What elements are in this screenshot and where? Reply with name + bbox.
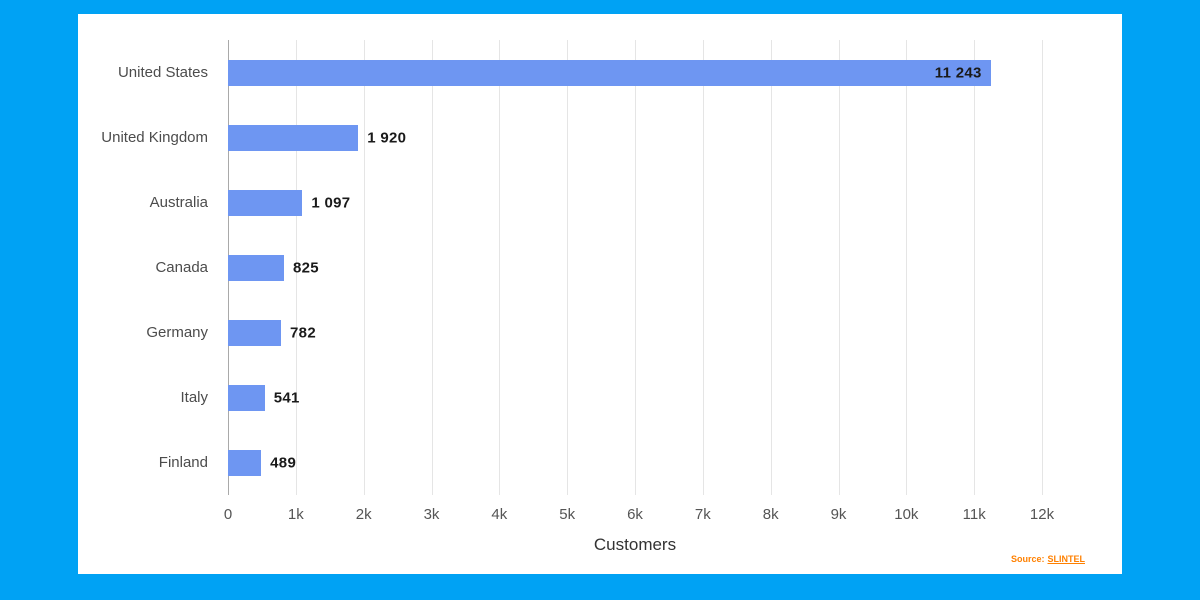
category-label: Germany <box>146 324 208 341</box>
x-tick-label: 4k <box>491 506 508 523</box>
x-axis-ticks: 0 1k 2k 3k 4k 5k 6k 7k 8k 9k 10k 11k 12k <box>224 495 1054 531</box>
bar <box>228 449 262 476</box>
bar <box>228 124 359 151</box>
gridline <box>431 40 433 495</box>
x-tick-label: 7k <box>694 506 711 523</box>
gridline <box>770 40 772 495</box>
bar-row: 782 <box>228 300 1042 365</box>
chart-card: United States United Kingdom Australia Cana… <box>78 14 1122 574</box>
bar-value-label: 1 920 <box>367 129 407 146</box>
plot-area: 11 243 1 920 1 097 825 782 541 489 <box>228 40 1043 495</box>
bar <box>228 59 991 86</box>
axis-spacer-1 <box>78 495 228 531</box>
bar-row: 1 920 <box>228 105 1042 170</box>
x-tick-label: 3k <box>423 506 440 523</box>
category-label: United Kingdom <box>101 129 208 146</box>
x-tick-label: 12k <box>1029 506 1055 523</box>
gridline <box>702 40 704 495</box>
category-label: Australia <box>149 194 208 211</box>
bar-row: 541 <box>228 365 1042 430</box>
category-label: United States <box>117 64 208 81</box>
x-tick-label: 0 <box>223 506 233 523</box>
x-tick-label: 1k <box>287 506 304 523</box>
bar-value-label: 1 097 <box>311 194 351 211</box>
bar <box>228 189 303 216</box>
gridline <box>635 40 636 495</box>
gridline <box>1042 40 1043 495</box>
category-label: Italy <box>180 389 208 406</box>
bar <box>228 254 284 281</box>
bar-row: 1 097 <box>228 170 1042 235</box>
gridline <box>499 40 501 495</box>
x-tick-label: 10k <box>894 506 919 523</box>
gridline <box>295 40 297 495</box>
x-tick-label: 11k <box>962 506 986 523</box>
x-tick-label: 5k <box>559 506 576 523</box>
bar-row: 11 243 <box>228 40 1042 105</box>
x-axis-title: Customers <box>593 535 677 554</box>
bar-value-label: 825 <box>292 259 319 276</box>
source-attribution: Source: SLINTEL <box>1011 554 1085 564</box>
bar <box>228 319 282 346</box>
x-axis-title-row: Customers <box>228 535 1042 555</box>
bar-chart: United States United Kingdom Australia Cana… <box>78 40 1054 555</box>
category-labels: United States United Kingdom Australia Cana… <box>78 40 228 495</box>
bar-value-label: 11 243 <box>934 64 982 81</box>
bar-value-label: 489 <box>270 454 297 471</box>
source-prefix: Source: <box>1010 554 1045 564</box>
category-label: Finland <box>158 454 208 471</box>
gridline <box>838 40 840 495</box>
category-label: Canada <box>155 259 208 276</box>
gridline <box>567 40 569 495</box>
x-tick-label: 9k <box>830 506 847 523</box>
gridline <box>974 40 976 495</box>
gridline <box>363 40 365 495</box>
bar-value-label: 541 <box>273 389 300 406</box>
bar-row: 825 <box>228 235 1042 300</box>
bar-value-label: 782 <box>290 324 316 341</box>
source-link[interactable]: SLINTEL <box>1047 554 1086 564</box>
x-tick-label: 8k <box>762 506 779 523</box>
bar-row: 489 <box>228 430 1042 495</box>
x-tick-label: 6k <box>627 506 643 523</box>
axis-spacer-2 <box>78 531 228 555</box>
bar <box>228 384 265 411</box>
gridline <box>906 40 908 495</box>
x-tick-label: 2k <box>355 506 372 523</box>
